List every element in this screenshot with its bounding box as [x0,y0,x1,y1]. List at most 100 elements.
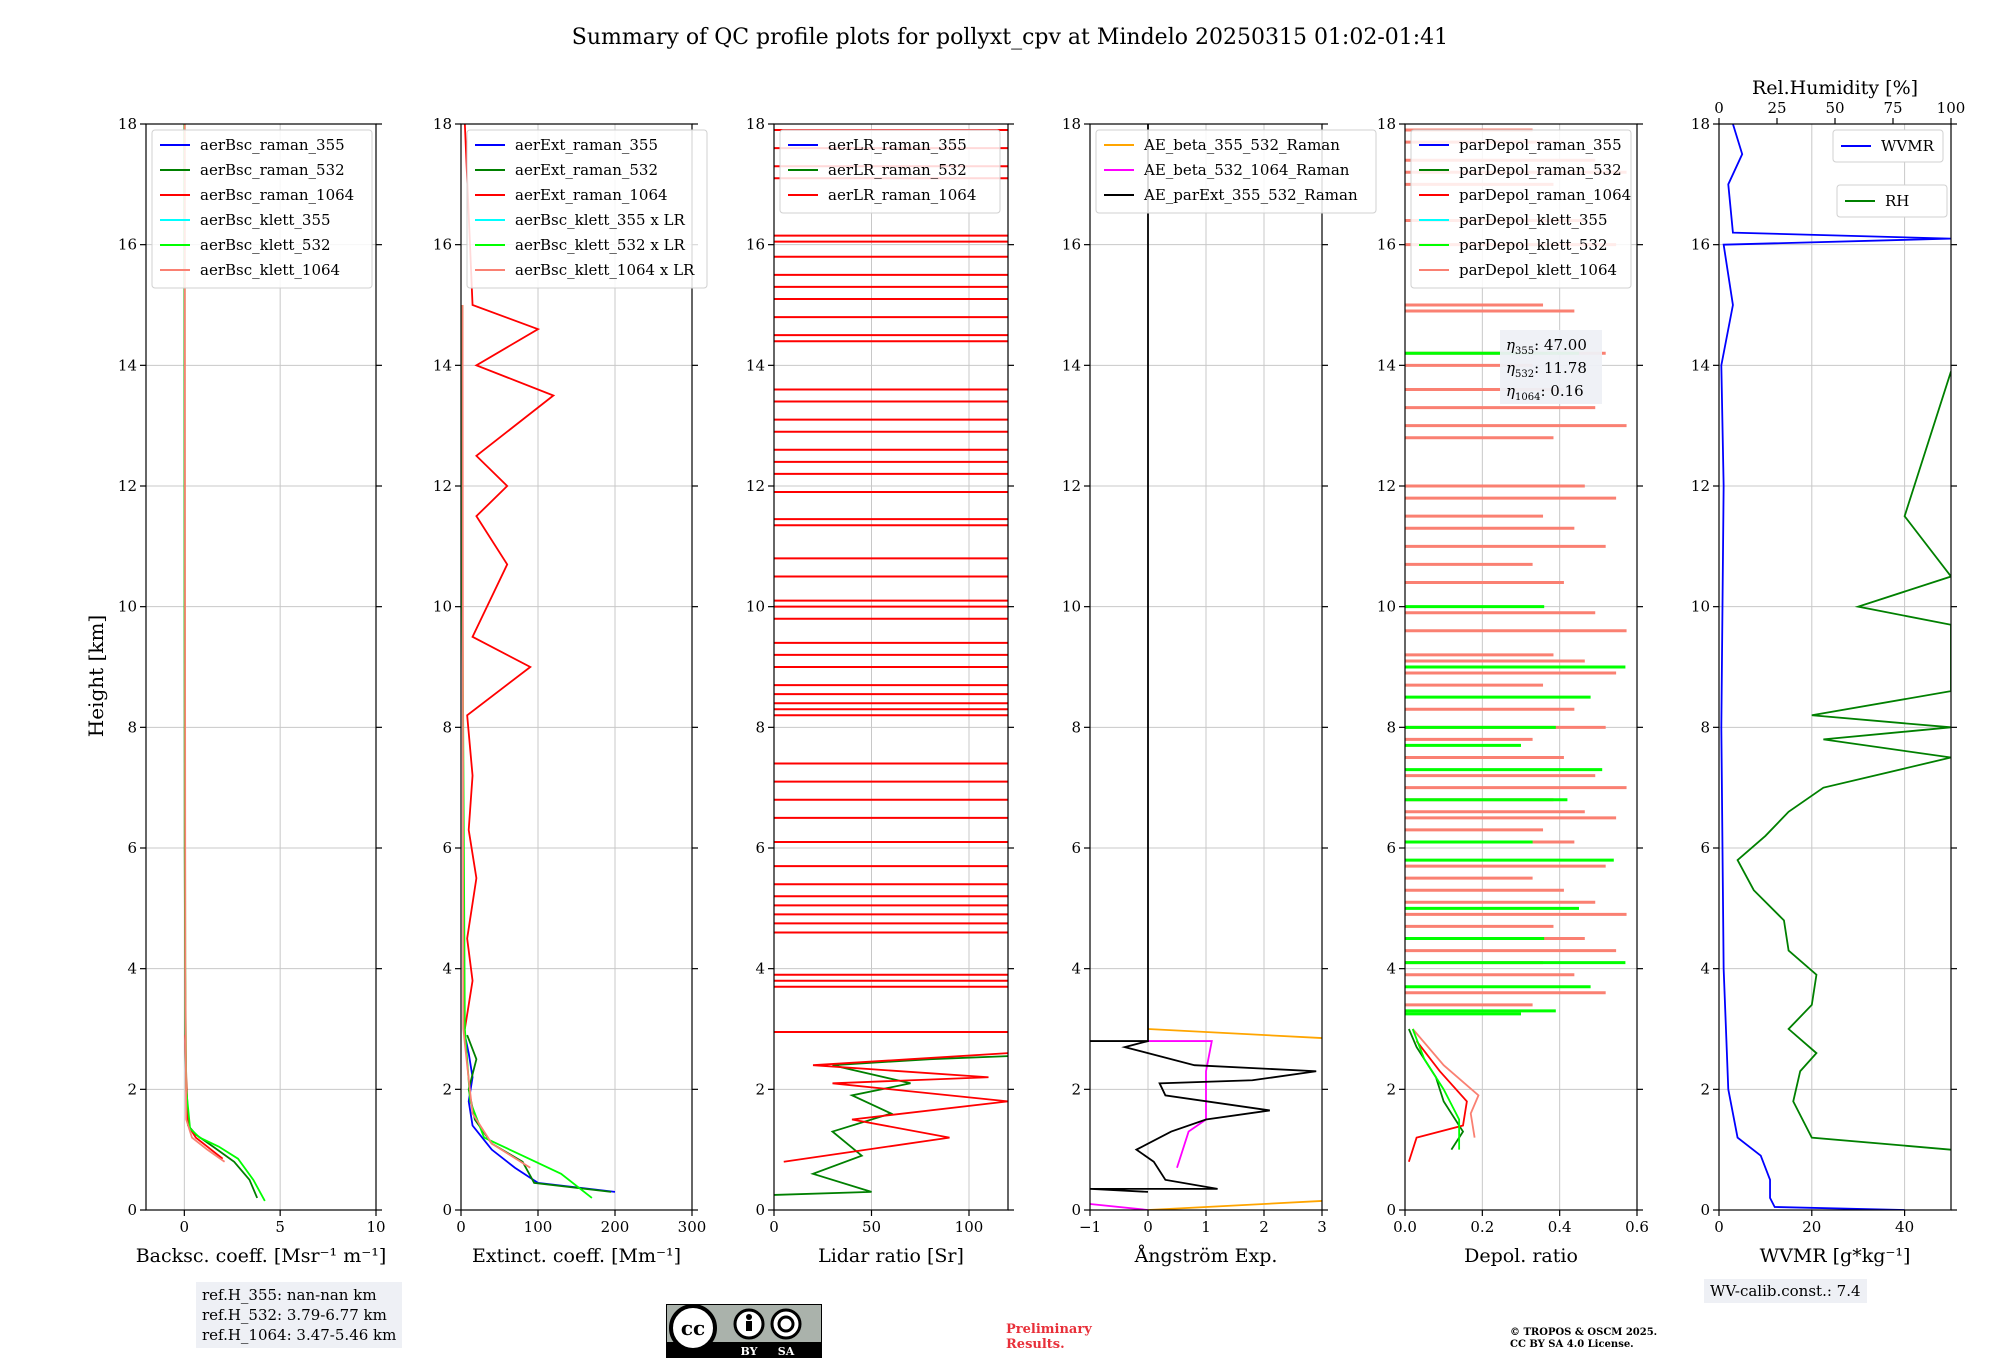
series-ae-parext-355-532-raman [1090,124,1317,1193]
x-tick-label: 100 [955,1218,984,1236]
y-tick-label: 4 [1071,960,1081,978]
x-tick-label: −1 [1079,1218,1101,1236]
eta-value: : 0.16 [1540,382,1583,400]
y-tick-label: 16 [1377,236,1396,254]
y-tick-label: 8 [1386,718,1396,736]
y-tick-label: 6 [1071,839,1081,857]
legend-label: WVMR [1881,137,1935,155]
top-x-tick-label: 75 [1883,99,1902,117]
series-pardepol-klett-532 [1411,1028,1461,1150]
y-tick-label: 10 [1691,598,1710,616]
legend-box [151,129,373,289]
y-tick-label: 2 [1386,1080,1396,1098]
y-tick-label: 18 [1377,115,1396,133]
axes-frame [460,123,693,1211]
y-tick-label: 18 [433,115,452,133]
data-group [461,124,616,1199]
y-tick-label: 16 [1691,236,1710,254]
y-tick-label: 8 [1700,718,1710,736]
legend-label: aerBsc_klett_532 [200,236,331,254]
ref-height-1064: ref.H_1064: 3.47-5.46 km [202,1326,397,1344]
y-tick-label: 0 [1071,1201,1081,1219]
y-tick-label: 12 [1062,477,1081,495]
eta-value: : 47.00 [1534,336,1587,354]
eta-symbol: η [1506,336,1515,354]
y-tick-label: 10 [433,598,452,616]
y-tick-label: 6 [442,839,452,857]
series-aerext-raman-355 [463,1034,616,1193]
copyright-notice: © TROPOS & OSCM 2025. CC BY SA 4.0 Licen… [1510,1327,1657,1351]
x-tick-label: 20 [1802,1218,1821,1236]
x-tick-label: 0.4 [1548,1218,1572,1236]
legend-label: AE_beta_532_1064_Raman [1143,161,1350,179]
legend-label: parDepol_klett_355 [1459,211,1608,229]
ref-height-355: ref.H_355: nan-nan km [202,1286,377,1304]
top-x-tick-label: 0 [1714,99,1724,117]
y-tick-label: 14 [1691,356,1710,374]
x-tick-label: 50 [862,1218,881,1236]
legend-label: aerBsc_raman_532 [200,161,345,179]
top-x-tick-label: 50 [1825,99,1844,117]
top-x-tick-label: 25 [1767,99,1786,117]
y-tick-label: 18 [746,115,765,133]
copyright-line-1: © TROPOS & OSCM 2025. [1510,1327,1658,1338]
x-axis-label: Depol. ratio [1464,1245,1578,1267]
series-ae-beta-355-532-raman-b [1147,1028,1322,1039]
panel-2: 0 2 4 6 8 10 12 14 16 18 0 50 100 Lidar ratio [Sr] aer… [746,115,1014,1267]
y-tick-label: 0 [127,1201,137,1219]
legend-label: aerExt_raman_1064 [515,186,668,204]
legend-label: AE_beta_355_532_Raman [1143,136,1340,154]
eta-label: η532: 11.78 [1506,359,1587,380]
series-pardepol-klett-1064 [1412,1028,1480,1138]
legend-box [1410,129,1632,289]
cc-by-sa-icon: cc BY SA [665,1303,823,1359]
y-tick-label: 14 [433,356,452,374]
y-tick-label: 4 [1386,960,1396,978]
preliminary-line-1: Preliminary [1006,1322,1092,1337]
legend-label: parDepol_klett_1064 [1459,261,1617,279]
y-tick-label: 16 [1062,236,1081,254]
y-tick-label: 6 [1700,839,1710,857]
by-text: BY [741,1345,758,1358]
legend-box [466,129,708,289]
y-axis-label: Height [km] [84,615,108,737]
legend-label: aerBsc_raman_1064 [200,186,354,204]
series-wvmr [1720,124,1951,1210]
top-x-tick-label: 100 [1937,99,1966,117]
eta-symbol: η [1506,359,1515,377]
series-aerext-raman-532 [466,1034,612,1193]
legend-label: aerBsc_klett_1064 [200,261,340,279]
x-tick-label: 0 [456,1218,466,1236]
panel-0: 0 2 4 6 8 10 12 14 16 18 0 5 10 Backsc. coeff. [Msr⁻¹… [118,115,386,1267]
x-tick-label: 0 [769,1218,779,1236]
x-tick-label: 300 [678,1218,707,1236]
x-tick-label: 40 [1895,1218,1914,1236]
series-aerbsc-klett-532-x-lr [461,305,593,1199]
y-tick-label: 6 [755,839,765,857]
series-aerbsc-klett-1064 [183,124,226,1163]
x-axis-label: Extinct. coeff. [Mm⁻¹] [472,1245,681,1267]
legend-label: aerExt_raman_532 [515,161,658,179]
sa-text: SA [778,1345,795,1358]
eta-subscript: 1064 [1515,392,1540,403]
y-tick-label: 6 [127,839,137,857]
legend-label: aerBsc_klett_355 x LR [515,211,686,229]
y-tick-label: 2 [442,1080,452,1098]
legend-label: parDepol_raman_1064 [1459,186,1631,204]
panel-4: 0 2 4 6 8 10 12 14 16 18 0.0 0.2 0.4 0.6 Depol. ratio p… [1377,115,1649,1267]
x-tick-label: 0.0 [1393,1218,1417,1236]
legend-label: AE_parExt_355_532_Raman [1143,186,1358,204]
eta-label: η1064: 0.16 [1506,382,1584,403]
x-axis-label: Lidar ratio [Sr] [818,1245,964,1267]
series-ae-beta-532-1064-raman [1148,1040,1213,1169]
y-tick-label: 16 [433,236,452,254]
y-tick-label: 18 [1062,115,1081,133]
x-tick-label: 5 [275,1218,285,1236]
y-tick-label: 0 [1700,1201,1710,1219]
legend-label: aerExt_raman_355 [515,136,658,154]
legend-label: aerBsc_raman_355 [200,136,345,154]
y-tick-label: 10 [746,598,765,616]
y-tick-label: 10 [1377,598,1396,616]
axes-frame [1404,123,1638,1211]
